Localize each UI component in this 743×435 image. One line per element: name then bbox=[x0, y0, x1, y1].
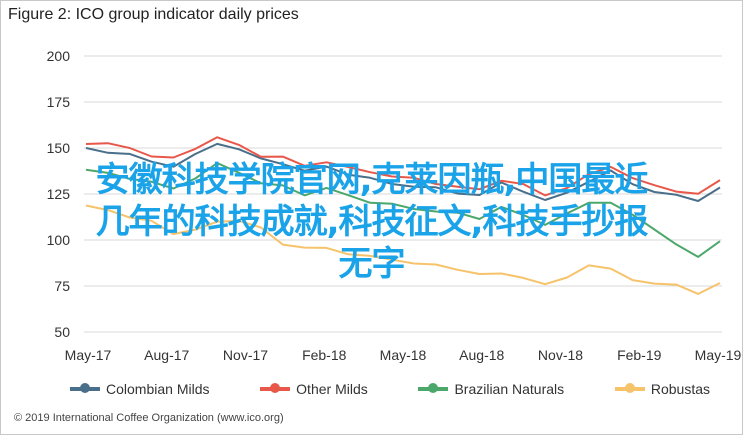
overlay-text-line2: 几年的科技成就,科技征文,科技手抄报 bbox=[95, 202, 649, 242]
legend-swatch bbox=[260, 383, 291, 393]
gridlines bbox=[84, 55, 722, 333]
y-axis-ticks: 50 75 100 125 150 175 200 bbox=[47, 48, 71, 340]
x-tick-label: May-19 bbox=[695, 347, 742, 363]
legend-label: Brazilian Naturals bbox=[454, 381, 565, 397]
legend-item: Robustas bbox=[614, 381, 710, 397]
y-tick-label: 75 bbox=[54, 278, 70, 294]
y-tick-label: 175 bbox=[47, 94, 71, 110]
y-tick-label: 100 bbox=[47, 232, 71, 248]
legend-label: Colombian Milds bbox=[106, 381, 210, 397]
chart-legend: Colombian Milds Other Milds Brazilian Natu… bbox=[70, 379, 710, 399]
legend-swatch bbox=[70, 383, 100, 393]
x-tick-label: Feb-19 bbox=[617, 347, 662, 363]
x-tick-label: Aug-18 bbox=[459, 347, 504, 363]
series-line-robustas bbox=[85, 204, 721, 295]
series-line-other-milds bbox=[85, 136, 721, 197]
overlay-text-line1: 安徽科技学院官网,克莱因瓶,中国最近 bbox=[95, 160, 649, 200]
legend-swatch bbox=[418, 383, 449, 393]
series-line-colombian-milds bbox=[85, 142, 721, 202]
y-tick-label: 150 bbox=[47, 140, 71, 156]
legend-label: Other Milds bbox=[296, 381, 368, 397]
y-tick-label: 200 bbox=[47, 48, 71, 64]
legend-item: Brazilian Naturals bbox=[418, 381, 564, 397]
x-tick-label: May-18 bbox=[380, 347, 427, 363]
source-note: © 2019 International Coffee Organization… bbox=[14, 412, 284, 424]
x-axis-ticks: May-17 Aug-17 Nov-17 Feb-18 May-18 Aug-18 Nov-… bbox=[65, 347, 742, 363]
series-lines bbox=[85, 136, 721, 295]
y-tick-label: 50 bbox=[54, 324, 70, 340]
legend-swatch bbox=[614, 383, 645, 393]
x-tick-label: Nov-18 bbox=[538, 347, 583, 363]
figure-title: Figure 2: ICO group indicator daily pric… bbox=[8, 6, 299, 23]
series-line-brazilian-naturals bbox=[85, 162, 721, 258]
legend-label: Robustas bbox=[650, 381, 710, 397]
x-tick-label: May-17 bbox=[65, 347, 112, 363]
legend-item: Other Milds bbox=[260, 381, 368, 397]
legend-item: Colombian Milds bbox=[70, 381, 209, 397]
y-tick-label: 125 bbox=[47, 186, 71, 202]
x-tick-label: Nov-17 bbox=[223, 347, 268, 363]
x-tick-label: Feb-18 bbox=[302, 347, 347, 363]
x-tick-label: Aug-17 bbox=[144, 347, 189, 363]
overlay-text-line3: 无字 bbox=[338, 244, 406, 284]
